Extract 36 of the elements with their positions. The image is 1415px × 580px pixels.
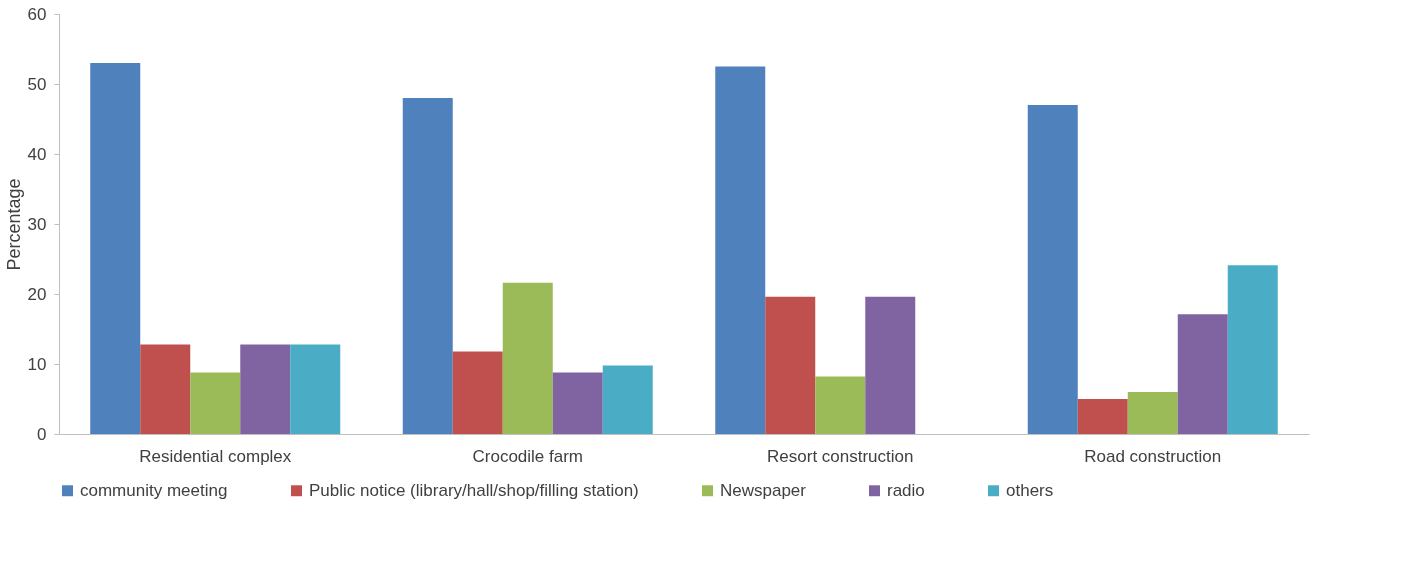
y-tick-label: 30 [27, 214, 47, 234]
bar [552, 372, 603, 434]
x-tick-label: Residential complex [139, 446, 292, 466]
bar [290, 344, 341, 434]
y-tick-label: 20 [27, 284, 47, 304]
x-tick-label: Crocodile farm [472, 446, 584, 466]
bar [502, 282, 553, 434]
bar [815, 376, 866, 434]
legend-label: others [1006, 480, 1054, 500]
legend-label: Newspaper [720, 480, 807, 500]
bar [90, 63, 141, 434]
y-tick-label: 60 [27, 4, 47, 24]
y-axis-title: Percentage [3, 178, 24, 271]
bar [602, 365, 653, 434]
bar [715, 66, 766, 434]
x-tick-label: Resort construction [767, 446, 914, 466]
bar [452, 351, 503, 434]
bar [240, 344, 291, 434]
bar [190, 372, 241, 434]
bar [765, 296, 816, 434]
bar [1077, 399, 1128, 434]
bar [1127, 392, 1178, 434]
bar [1227, 265, 1278, 434]
bar [402, 98, 453, 434]
bar [1177, 314, 1228, 434]
bar [1027, 105, 1078, 434]
bar [140, 344, 191, 434]
y-tick-label: 40 [27, 144, 47, 164]
bar [865, 296, 916, 434]
y-tick-label: 10 [27, 354, 47, 374]
y-tick-label: 50 [27, 74, 47, 94]
legend-label: community meeting [80, 480, 228, 500]
y-tick-label: 0 [37, 424, 47, 444]
x-tick-label: Road construction [1084, 446, 1222, 466]
legend-label: radio [887, 480, 925, 500]
legend-label: Public notice (library/hall/shop/filling station) [309, 480, 639, 500]
